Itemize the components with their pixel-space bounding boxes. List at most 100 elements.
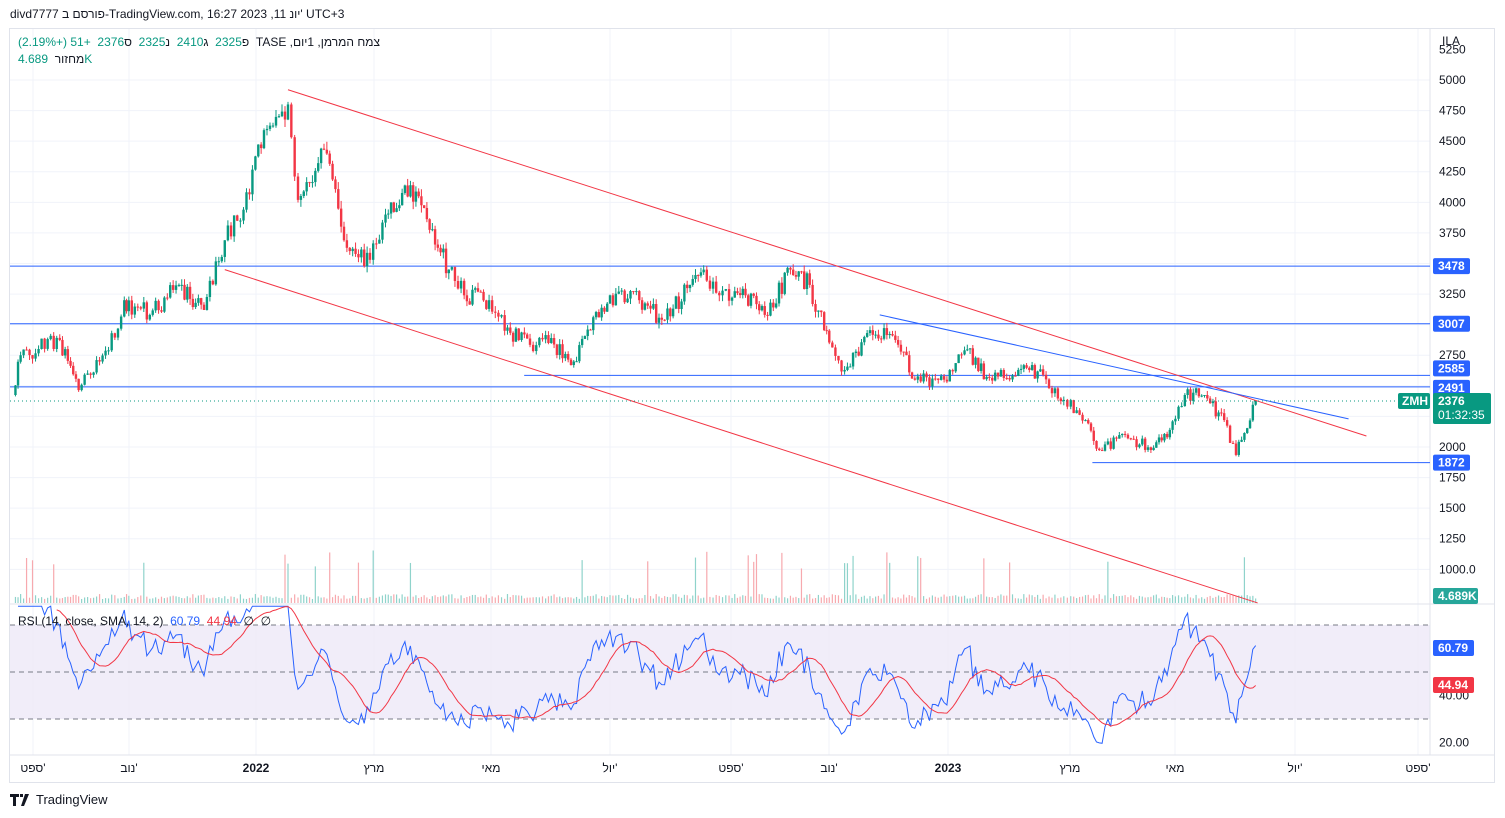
- volume-bar: [53, 564, 55, 603]
- candle-body: [1192, 392, 1195, 401]
- volume-bar: [1215, 596, 1217, 603]
- trend-line: [224, 269, 1258, 604]
- candle-body: [229, 225, 233, 237]
- candle-body: [600, 307, 603, 318]
- candle-body: [954, 363, 957, 372]
- volume-bar: [81, 598, 83, 603]
- candle-body: [283, 111, 287, 120]
- rsi-sma-badge: [1433, 677, 1474, 693]
- volume-bar: [905, 597, 908, 603]
- candle-body: [971, 348, 975, 365]
- candle-body: [993, 372, 997, 381]
- volume-bar: [686, 595, 688, 603]
- candle-body: [699, 272, 703, 276]
- rsi-label[interactable]: RSI (14, close, SMA, 14, 2): [18, 614, 164, 628]
- volume-bar: [488, 597, 490, 603]
- candle-body: [220, 256, 223, 262]
- symbol-name[interactable]: צמח המרמן, 1יום, TASE: [255, 35, 381, 49]
- candle-body: [925, 373, 928, 378]
- volume-bar: [257, 597, 259, 603]
- candle-body: [280, 111, 284, 117]
- volume-bar: [795, 596, 797, 603]
- volume-bar: [712, 597, 714, 603]
- volume-bar: [946, 596, 948, 603]
- volume-bar: [1031, 595, 1033, 603]
- volume-bar: [169, 596, 171, 603]
- candle-body: [259, 144, 263, 149]
- volume-bar: [398, 598, 400, 603]
- price-tick-label: 2000: [1439, 440, 1466, 454]
- candle-body: [1075, 410, 1078, 414]
- volume-bar: [609, 595, 611, 603]
- volume-bar: [1076, 598, 1078, 603]
- volume-bar: [1166, 597, 1168, 603]
- candle-body: [860, 342, 863, 356]
- candle-body: [849, 366, 852, 368]
- volume-bar: [25, 558, 28, 603]
- volume-bar: [725, 595, 727, 603]
- candle-body: [708, 280, 712, 289]
- level-price-badge-text: 2491: [1438, 381, 1465, 395]
- candle-body: [730, 297, 734, 301]
- candle-body: [871, 330, 874, 335]
- volume-bar: [966, 598, 968, 603]
- volume-bar: [798, 598, 800, 603]
- candle-body: [811, 284, 814, 305]
- candle-body: [116, 328, 120, 338]
- volume-bar: [700, 598, 702, 603]
- rsi-tick-label: 20.00: [1439, 736, 1469, 750]
- level-price-badge: [1433, 315, 1470, 332]
- volume-bar: [84, 597, 86, 603]
- volume-bar: [1101, 598, 1103, 603]
- volume-bar: [1150, 596, 1152, 603]
- candle-body: [1084, 420, 1087, 422]
- volume-bar: [715, 594, 717, 603]
- candle-body: [348, 247, 351, 252]
- volume-bar: [891, 597, 894, 603]
- volume-bar: [943, 594, 945, 603]
- volume-bar: [1241, 595, 1243, 603]
- candle-body: [1214, 401, 1217, 417]
- volume-bar: [387, 594, 389, 603]
- volume-bar: [125, 594, 128, 603]
- volume-bar: [1220, 597, 1222, 603]
- volume-bar: [360, 598, 362, 603]
- volume-bar: [477, 597, 479, 603]
- candle-body: [16, 361, 20, 386]
- candle-body: [40, 338, 43, 350]
- candle-body: [1081, 414, 1084, 421]
- level-price-badge-text: 3007: [1438, 317, 1465, 331]
- volume-bar: [1198, 598, 1200, 603]
- candle-body: [1011, 375, 1014, 380]
- candle-body: [1237, 441, 1240, 455]
- candle-body: [1030, 365, 1034, 370]
- candle-body: [854, 351, 858, 353]
- volume-bar: [454, 598, 456, 603]
- candle-body: [290, 104, 293, 138]
- candle-body: [555, 344, 559, 355]
- candle-body: [999, 370, 1003, 377]
- volume-bar: [647, 561, 649, 603]
- tradingview-logo[interactable]: TradingView: [10, 792, 108, 807]
- candle-body: [127, 300, 131, 312]
- candle-body: [271, 125, 275, 127]
- volume-bar: [1209, 595, 1211, 603]
- candle-body: [49, 335, 52, 340]
- volume-bar: [47, 597, 49, 603]
- volume-bar: [1229, 594, 1231, 603]
- time-tick-label: מרץ: [364, 761, 385, 775]
- volume-bar: [828, 597, 830, 603]
- volume-bar: [1232, 595, 1234, 603]
- volume-bar: [875, 596, 877, 603]
- volume-bar: [317, 596, 319, 603]
- price-tick-label: 3750: [1439, 226, 1466, 240]
- volume-bar: [1084, 595, 1087, 603]
- volume-bar: [573, 598, 575, 603]
- candle-body: [509, 327, 512, 333]
- volume-bar: [107, 598, 110, 603]
- level-price-badge: [1433, 454, 1470, 471]
- candle-body: [389, 202, 393, 214]
- candle-body: [506, 327, 509, 331]
- candle-body: [465, 295, 469, 302]
